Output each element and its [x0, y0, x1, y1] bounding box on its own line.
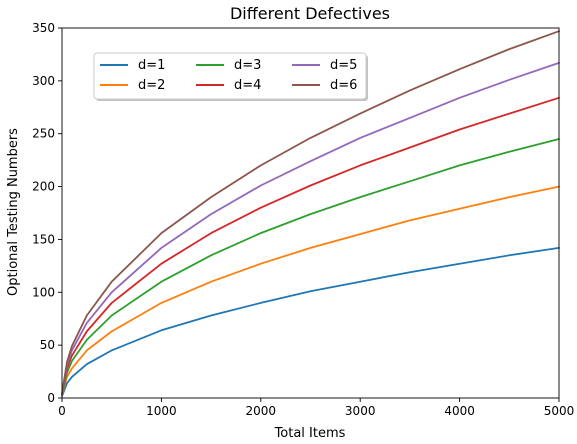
y-axis-label: Optional Testing Numbers — [6, 128, 21, 296]
y-tick-label: 200 — [32, 180, 55, 194]
y-tick-label: 350 — [32, 21, 55, 35]
x-tick-label: 0 — [58, 404, 66, 418]
series-line-d5 — [61, 62, 560, 395]
y-tick-label: 250 — [32, 127, 55, 141]
series-line-d2 — [61, 185, 560, 396]
legend-box — [93, 52, 367, 100]
x-tick-label: 5000 — [544, 404, 575, 418]
chart-title: Different Defectives — [230, 4, 390, 23]
legend-label-d5: d=5 — [330, 58, 357, 73]
legend-label-d1: d=1 — [138, 58, 165, 73]
legend-label-d6: d=6 — [330, 78, 357, 93]
x-tick-label: 2000 — [246, 404, 277, 418]
y-tick-label: 50 — [40, 338, 55, 352]
y-tick-label: 300 — [32, 74, 55, 88]
y-tick-label: 100 — [32, 285, 55, 299]
y-tick-label: 150 — [32, 232, 55, 246]
x-tick-label: 3000 — [345, 404, 376, 418]
x-tick-label: 1000 — [146, 404, 177, 418]
series-line-d6 — [61, 30, 560, 394]
x-axis-label: Total Items — [274, 426, 346, 441]
series-line-d4 — [61, 96, 560, 395]
legend-label-d2: d=2 — [138, 78, 165, 93]
y-tick-label: 0 — [47, 391, 55, 405]
legend: d=1 d=2 d=3 d=4 d=5 d=6 — [93, 52, 368, 101]
series-line-d3 — [61, 138, 560, 396]
axes-layer: 0 1000 2000 3000 4000 5000 0 50 100 150 200 250 300 3… — [32, 21, 574, 418]
axes-frame — [61, 27, 560, 399]
x-tick-label: 4000 — [444, 404, 475, 418]
legend-label-d3: d=3 — [234, 58, 261, 73]
series-layer — [61, 30, 560, 397]
series-line-d1 — [61, 246, 560, 397]
legend-label-d4: d=4 — [234, 78, 261, 93]
